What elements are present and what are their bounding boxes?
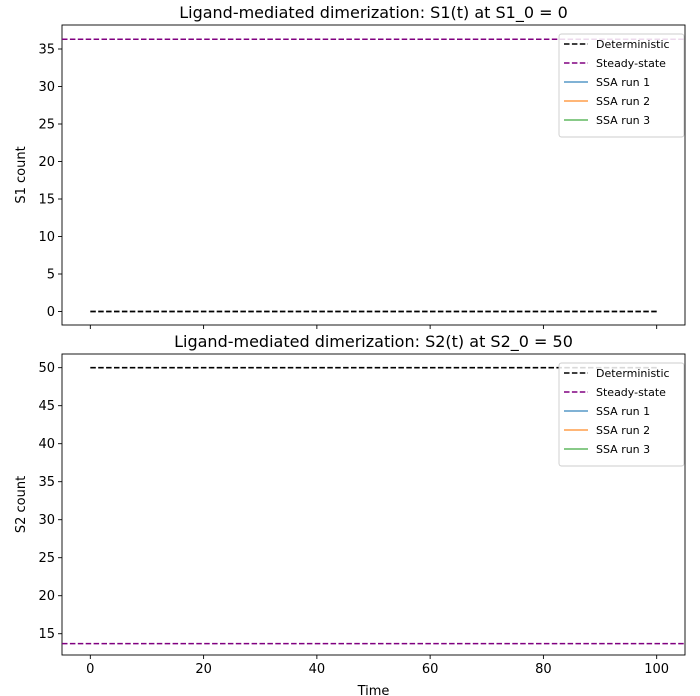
legend-label: SSA run 1 <box>596 76 650 89</box>
chart-title-1: Ligand-mediated dimerization: S1(t) at S… <box>179 3 568 23</box>
chart-title-2: Ligand-mediated dimerization: S2(t) at S… <box>174 332 573 352</box>
x-tick-label: 100 <box>644 662 669 677</box>
legend-2 <box>558 362 685 467</box>
y-tick-label: 50 <box>38 361 55 376</box>
legend-label: SSA run 3 <box>596 114 650 127</box>
y-tick-label: 10 <box>38 230 55 245</box>
x-tick-label: 80 <box>535 662 552 677</box>
y-tick-label: 40 <box>38 437 55 452</box>
legend-label: SSA run 2 <box>596 95 650 108</box>
y-tick-label: 35 <box>38 475 55 490</box>
y-tick-label: 0 <box>47 305 55 320</box>
legend-label: SSA run 1 <box>596 405 650 418</box>
legend-label: Deterministic <box>596 367 670 380</box>
legend-label: Steady-state <box>596 386 666 399</box>
y-tick-label: 30 <box>38 513 55 528</box>
legend-label: Steady-state <box>596 57 666 70</box>
y-tick-label: 15 <box>38 627 55 642</box>
y-tick-label: 45 <box>38 399 55 414</box>
y-axis-label-2: S2 count <box>14 476 29 533</box>
y-tick-label: 25 <box>38 118 55 133</box>
x-tick-label: 20 <box>195 662 212 677</box>
x-tick-label: 0 <box>86 662 94 677</box>
y-tick-label: 30 <box>38 80 55 95</box>
y-tick-label: 25 <box>38 551 55 566</box>
legend-1 <box>558 33 685 138</box>
y-tick-label: 20 <box>38 155 55 170</box>
x-axis-label: Time <box>357 684 390 696</box>
y-tick-label: 5 <box>47 268 55 283</box>
x-tick-label: 60 <box>422 662 439 677</box>
y-tick-label: 20 <box>38 589 55 604</box>
legend-label: SSA run 2 <box>596 424 650 437</box>
y-tick-label: 15 <box>38 193 55 208</box>
legend-label: Deterministic <box>596 38 670 51</box>
y-axis-label-1: S1 count <box>14 146 29 203</box>
y-tick-label: 35 <box>38 43 55 58</box>
x-tick-label: 40 <box>309 662 326 677</box>
legend-label: SSA run 3 <box>596 443 650 456</box>
